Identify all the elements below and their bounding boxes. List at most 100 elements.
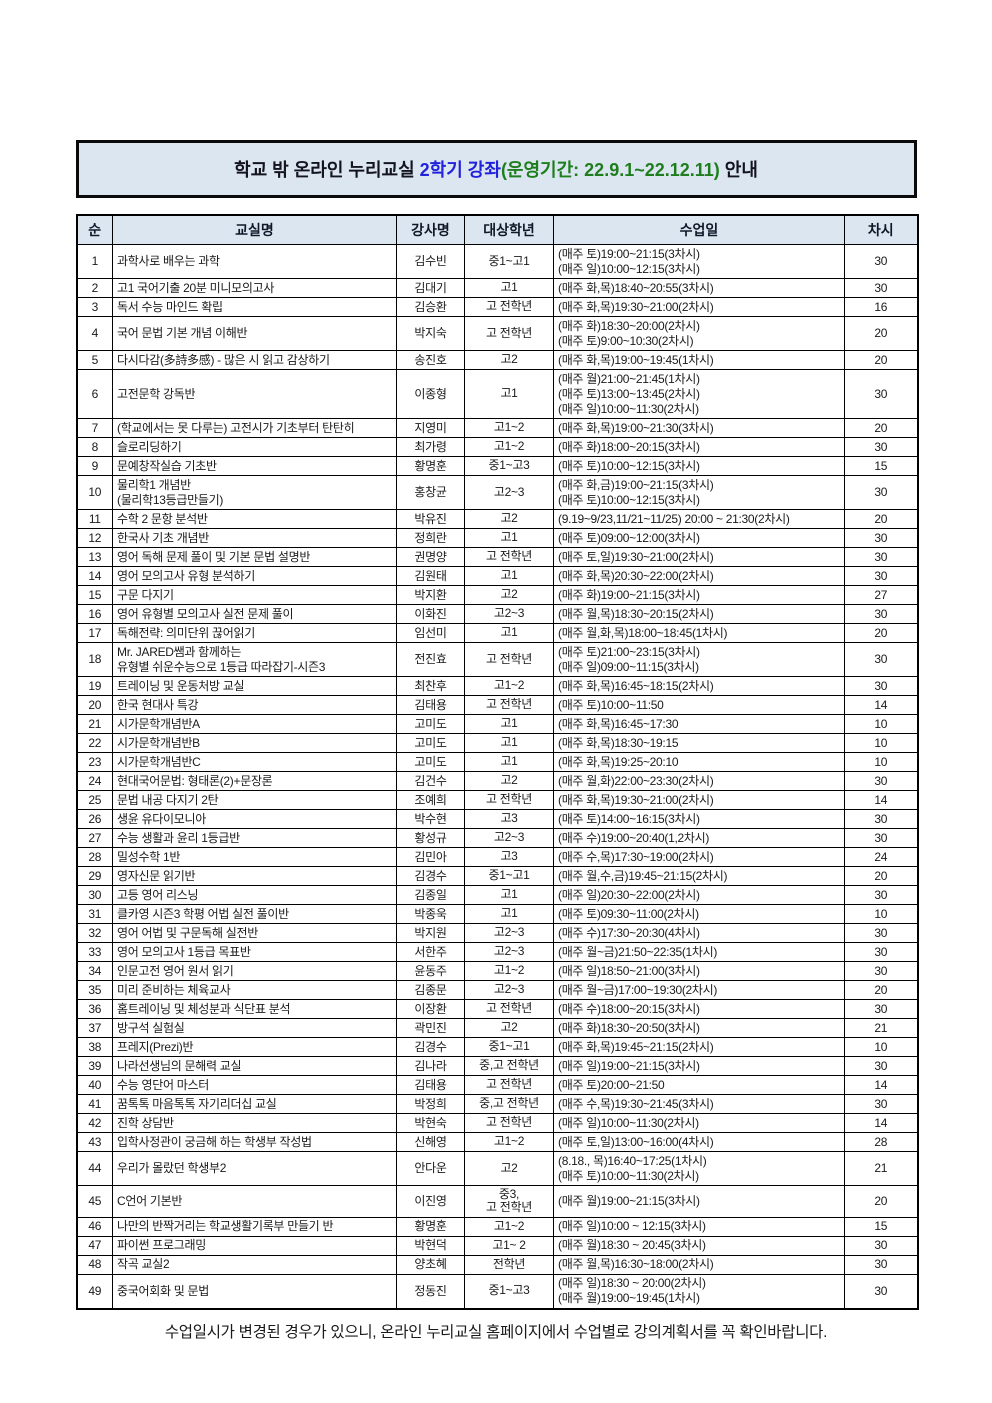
cell-schedule: (매주 일)18:50~21:00(3차시) [553,961,845,981]
cell-schedule: (매주 화)18:00~20:15(3차시) [553,437,845,457]
cell-schedule: (매주 일)10:00~11:30(2차시) [553,1113,845,1133]
cell-no: 19 [76,676,113,696]
cell-grade: 고1 [464,752,554,772]
cell-sessions: 20 [844,316,918,351]
cell-instructor: 고미도 [396,714,465,734]
cell-no: 10 [76,475,113,510]
cell-no: 28 [76,847,113,867]
cell-sessions: 30 [844,278,918,298]
cell-no: 32 [76,923,113,943]
cell-sessions: 30 [844,369,918,419]
cell-no: 48 [76,1254,113,1275]
cell-sessions: 14 [844,1113,918,1133]
cell-sessions: 30 [844,771,918,791]
cell-class-name: 입학사정관이 궁금해 하는 학생부 작성법 [112,1132,397,1152]
table-row: 34 인문고전 영어 원서 읽기 윤동주 고1~2 (매주 일)18:50~21:00(… [76,961,918,981]
cell-grade: 고2~3 [464,475,554,510]
cell-sessions: 30 [844,642,918,677]
cell-class-name: 클카영 시즌3 학평 어법 실전 풀이반 [112,904,397,924]
cell-instructor: 곽민진 [396,1018,465,1038]
cell-instructor: 정희란 [396,528,465,548]
table-row: 31 클카영 시즌3 학평 어법 실전 풀이반 박종욱 고1 (매주 토)09:30~1… [76,904,918,924]
cell-instructor: 이화진 [396,604,465,624]
cell-schedule: (매주 화)18:30~20:50(3차시) [553,1018,845,1038]
table-row: 40 수능 영단어 마스터 김태용 고 전학년 (매주 토)20:00~21:50 14 [76,1075,918,1095]
cell-schedule: (매주 수)17:30~20:30(4차시) [553,923,845,943]
cell-grade: 중3, 고 전학년 [464,1185,554,1218]
cell-schedule: (매주 월,목)18:30~20:15(2차시) [553,604,845,624]
cell-no: 3 [76,297,113,317]
table-row: 4 국어 문법 기본 개념 이해반 박지숙 고 전학년 (매주 화)18:30~20:0… [76,316,918,351]
cell-no: 47 [76,1235,113,1256]
cell-class-name: C언어 기본반 [112,1185,397,1218]
cell-instructor: 박수현 [396,809,465,829]
cell-class-name: 트레이닝 및 운동처방 교실 [112,676,397,696]
cell-instructor: 조예희 [396,790,465,810]
cell-no: 8 [76,437,113,457]
cell-schedule: (매주 일)10:00 ~ 12:15(3차시) [553,1216,845,1237]
title-text-period: (운영기간: 22.9.1~22.12.11) [500,160,720,180]
cell-schedule: (매주 화,목)19:00~19:45(1차시) [553,350,845,370]
cell-instructor: 김원태 [396,566,465,586]
table-row: 39 나라선생님의 문해력 교실 김나라 중,고 전학년 (매주 일)19:00~21:… [76,1056,918,1076]
table-row: 25 문법 내공 다지기 2탄 조예희 고 전학년 (매주 화,목)19:30~21:0… [76,790,918,810]
cell-class-name: 수능 생활과 윤리 1등급반 [112,828,397,848]
cell-instructor: 정동진 [396,1273,465,1310]
cell-instructor: 김민아 [396,847,465,867]
table-row: 10 물리학1 개념반 (물리학13등급만들기) 홍창균 고2~3 (매주 화,금)19… [76,475,918,510]
cell-sessions: 30 [844,1273,918,1310]
cell-grade: 고1 [464,623,554,643]
table-row: 35 미리 준비하는 체육교사 김종문 고2~3 (매주 월~금)17:00~19:30… [76,980,918,1000]
cell-class-name: 다시다감(多詩多感) - 많은 시 읽고 감상하기 [112,350,397,370]
cell-class-name: 영어 독해 문제 풀이 및 기본 문법 설명반 [112,547,397,567]
cell-class-name: 우리가 몰랐던 학생부2 [112,1151,397,1186]
cell-sessions: 27 [844,585,918,605]
table-row: 44 우리가 몰랐던 학생부2 안다운 고2 (8.18., 목)16:40~17:25… [76,1151,918,1186]
cell-grade: 고1~2 [464,1132,554,1152]
cell-no: 12 [76,528,113,548]
cell-class-name: 시가문학개념반B [112,733,397,753]
cell-sessions: 30 [844,528,918,548]
cell-no: 5 [76,350,113,370]
cell-no: 18 [76,642,113,677]
cell-grade: 중1~고1 [464,244,554,279]
table-row: 9 문예창작실습 기초반 황명훈 중1~고3 (매주 토)10:00~12:15(3차시… [76,456,918,476]
cell-schedule: (8.18., 목)16:40~17:25(1차시) (매주 토)10:00~1… [553,1151,845,1186]
cell-class-name: 나라선생님의 문해력 교실 [112,1056,397,1076]
cell-schedule: (매주 월,화,목)18:00~18:45(1차시) [553,623,845,643]
cell-sessions: 20 [844,623,918,643]
cell-no: 41 [76,1094,113,1114]
cell-no: 39 [76,1056,113,1076]
cell-sessions: 30 [844,244,918,279]
cell-class-name: 방구석 실험실 [112,1018,397,1038]
cell-class-name: 수학 2 문항 분석반 [112,509,397,529]
cell-instructor: 김나라 [396,1056,465,1076]
cell-class-name: 구문 다지기 [112,585,397,605]
table-row: 20 한국 현대사 특강 김태용 고 전학년 (매주 토)10:00~11:50 14 [76,695,918,715]
table-row: 13 영어 독해 문제 풀이 및 기본 문법 설명반 권명양 고 전학년 (매주 토,일… [76,547,918,567]
header-instructor: 강사명 [396,214,465,245]
table-row: 32 영어 어법 및 구문독해 실전반 박지원 고2~3 (매주 수)17:30~20:… [76,923,918,943]
cell-instructor: 고미도 [396,752,465,772]
cell-grade: 중1~고3 [464,456,554,476]
cell-class-name: 물리학1 개념반 (물리학13등급만들기) [112,475,397,510]
cell-grade: 고 전학년 [464,642,554,677]
header-sessions: 차시 [844,214,918,245]
cell-instructor: 권명양 [396,547,465,567]
cell-sessions: 30 [844,828,918,848]
table-row: 5 다시다감(多詩多感) - 많은 시 읽고 감상하기 송진호 고2 (매주 화,목)1… [76,350,918,370]
cell-schedule: (매주 화)19:00~21:15(3차시) [553,585,845,605]
cell-class-name: Mr. JARED쌤과 함께하는 유형별 쉬운수능으로 1등급 따라잡기-시즌3 [112,642,397,677]
cell-no: 9 [76,456,113,476]
cell-no: 4 [76,316,113,351]
cell-no: 35 [76,980,113,1000]
cell-sessions: 30 [844,942,918,962]
page: 학교 밖 온라인 누리교실 2학기 강좌(운영기간: 22.9.1~22.12.… [75,0,919,1342]
cell-instructor: 서한주 [396,942,465,962]
cell-grade: 고 전학년 [464,1075,554,1095]
cell-schedule: (매주 화,목)19:45~21:15(2차시) [553,1037,845,1057]
cell-grade: 고1~2 [464,961,554,981]
cell-no: 27 [76,828,113,848]
cell-grade: 고1~2 [464,437,554,457]
cell-schedule: (매주 토,일)13:00~16:00(4차시) [553,1132,845,1152]
